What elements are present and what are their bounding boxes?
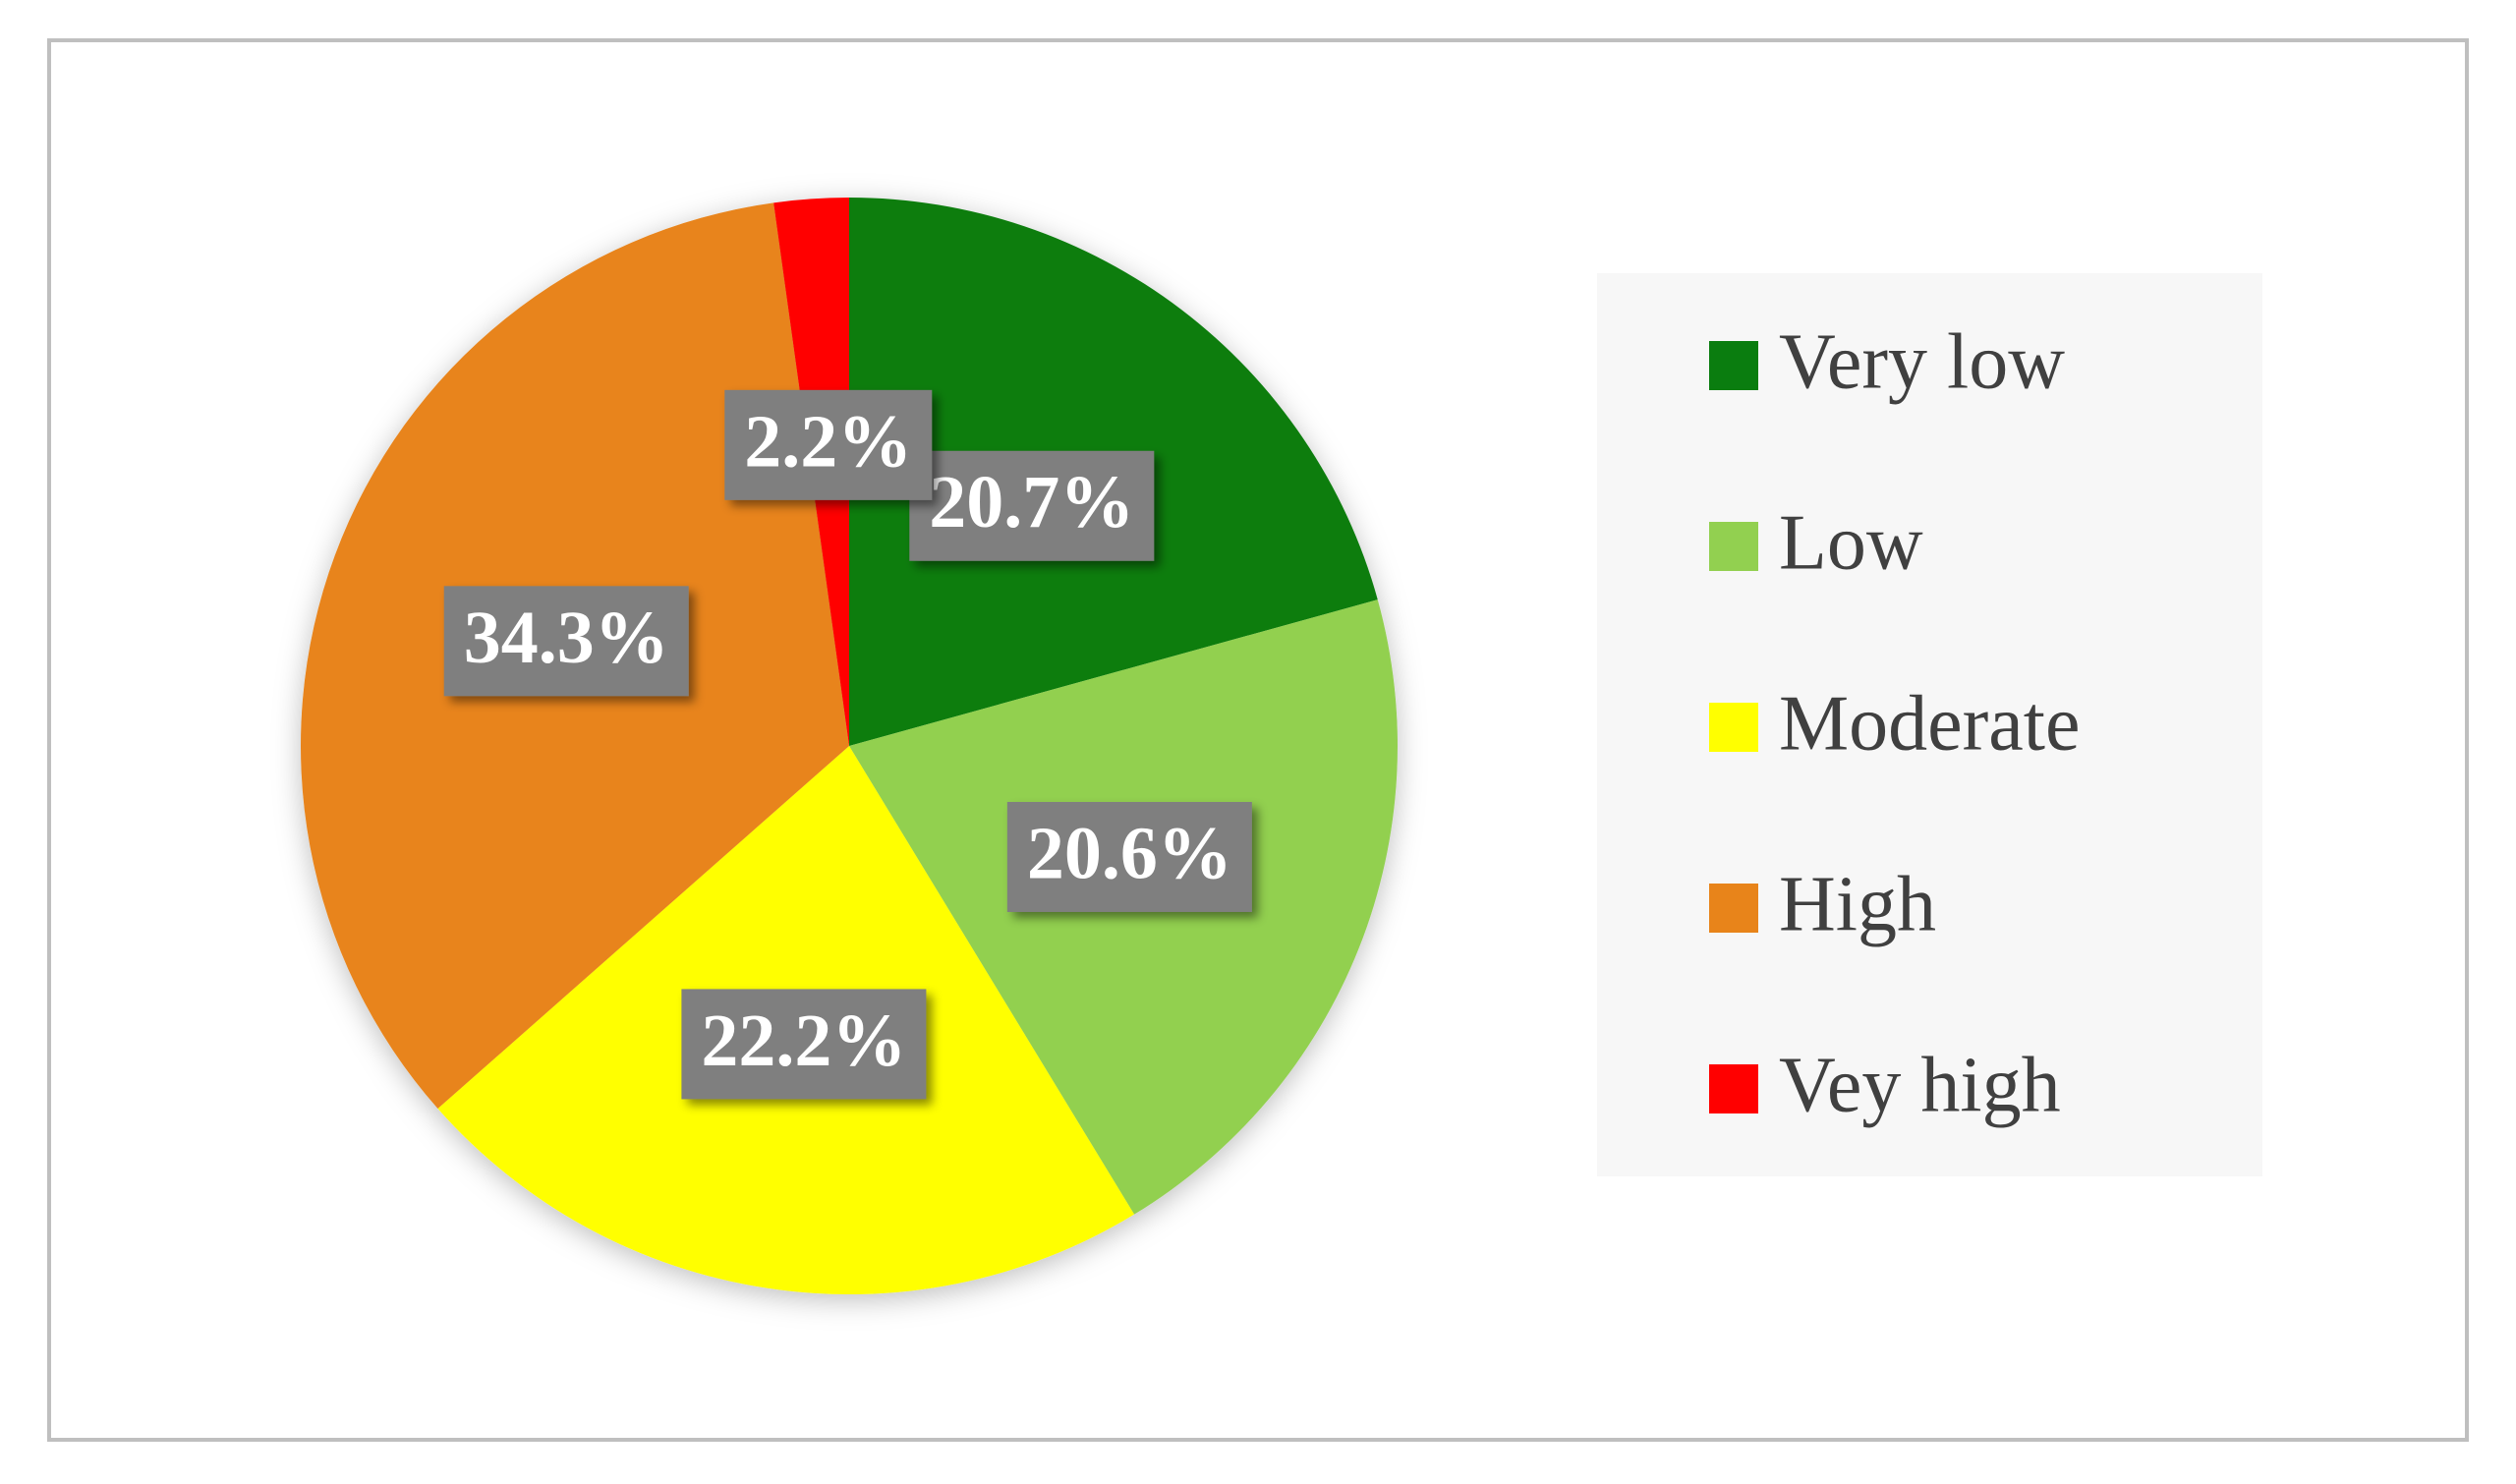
legend-label: High xyxy=(1779,861,1936,947)
data-label: 20.7% xyxy=(909,450,1155,561)
data-label-text: 2.2% xyxy=(744,400,912,483)
data-label-box xyxy=(909,450,1155,561)
legend-swatch xyxy=(1709,884,1758,933)
data-label-text: 34.3% xyxy=(464,597,669,679)
legend-box xyxy=(1597,273,2262,1176)
data-label: 34.3% xyxy=(443,586,689,697)
pie xyxy=(301,198,1398,1294)
legend: Very low Low Moderate High Vey high xyxy=(1709,318,2081,1128)
data-label: 2.2% xyxy=(724,389,933,500)
data-label-text: 22.2% xyxy=(701,999,906,1082)
legend-swatch xyxy=(1709,1064,1758,1113)
legend-label: Very low xyxy=(1779,318,2065,405)
data-label-box xyxy=(724,389,933,500)
data-label-box xyxy=(443,586,689,697)
legend-label: Moderate xyxy=(1779,680,2081,767)
legend-label: Low xyxy=(1779,499,1923,586)
data-label: 22.2% xyxy=(681,989,927,1100)
data-labels: 20.7% 20.6% 22.2% 34.3% 2.2% xyxy=(443,389,1252,1100)
legend-swatch xyxy=(1709,522,1758,571)
data-label: 20.6% xyxy=(1006,801,1252,912)
legend-swatch xyxy=(1709,341,1758,390)
legend-swatch xyxy=(1709,703,1758,752)
data-label-text: 20.7% xyxy=(929,461,1134,543)
data-label-box xyxy=(681,989,927,1100)
legend-label: Vey high xyxy=(1779,1042,2061,1128)
data-label-box xyxy=(1006,801,1252,912)
data-label-text: 20.6% xyxy=(1027,812,1232,894)
